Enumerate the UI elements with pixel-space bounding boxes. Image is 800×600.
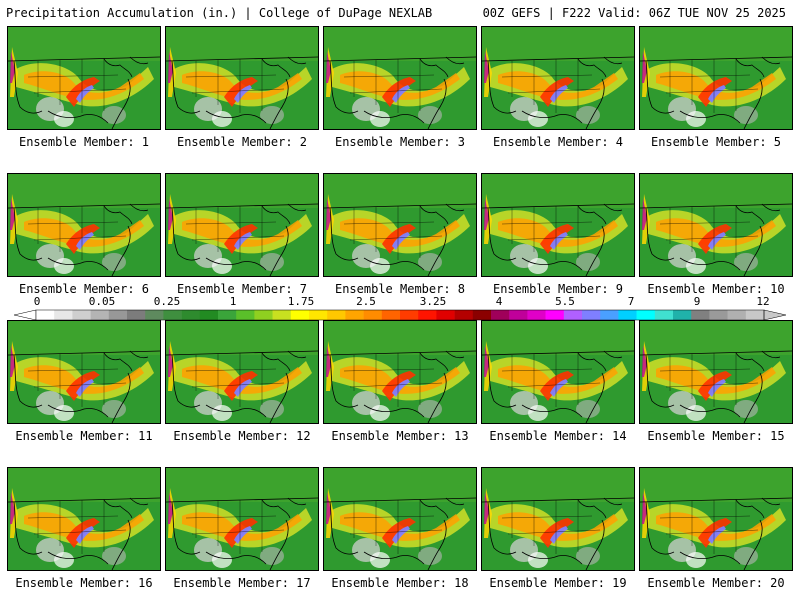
colorbar-swatch	[582, 310, 601, 320]
colorbar-swatch	[709, 310, 728, 320]
ensemble-member-label: Ensemble Member: 3	[334, 135, 466, 149]
ensemble-member-label: Ensemble Member: 13	[331, 429, 469, 443]
colorbar-tick-label: 0	[33, 295, 41, 308]
ensemble-member-map	[639, 320, 793, 424]
colorbar-swatch	[108, 310, 128, 320]
ensemble-member-label: Ensemble Member: 9	[492, 282, 624, 296]
ensemble-member-map	[323, 467, 477, 571]
ensemble-member-map	[165, 467, 319, 571]
colorbar-min-arrow	[14, 309, 37, 321]
ensemble-member-map	[481, 320, 635, 424]
ensemble-member-map	[165, 26, 319, 130]
colorbar-swatch	[691, 310, 710, 320]
ensemble-member-map	[165, 173, 319, 277]
colorbar-swatch	[90, 310, 110, 320]
ensemble-member-label: Ensemble Member: 2	[176, 135, 308, 149]
colorbar-tick-label: 0.25	[153, 295, 181, 308]
ensemble-member-label: Ensemble Member: 7	[176, 282, 308, 296]
colorbar-swatch	[509, 310, 528, 320]
map-title: Precipitation Accumulation (in.) | Colle…	[6, 6, 433, 20]
colorbar-tick-label: 3.25	[419, 295, 447, 308]
colorbar-swatch	[563, 310, 583, 320]
ensemble-member-map	[639, 467, 793, 571]
colorbar-tick-label: 1.75	[287, 295, 315, 308]
ensemble-member-label: Ensemble Member: 17	[173, 576, 311, 590]
colorbar-swatch	[309, 310, 328, 320]
colorbar-swatch	[218, 310, 237, 320]
ensemble-member-map	[481, 467, 635, 571]
ensemble-member-label: Ensemble Member: 14	[489, 429, 627, 443]
colorbar-swatch	[654, 310, 674, 320]
colorbar-swatch	[491, 310, 510, 320]
ensemble-member-label: Ensemble Member: 16	[15, 576, 153, 590]
colorbar-swatch	[381, 310, 401, 320]
colorbar-swatch	[236, 310, 255, 320]
colorbar-max-arrow	[763, 309, 786, 321]
ensemble-member-label: Ensemble Member: 15	[647, 429, 785, 443]
colorbar-swatch	[545, 310, 565, 320]
ensemble-member-label: Ensemble Member: 1	[18, 135, 150, 149]
colorbar-swatch	[254, 310, 273, 320]
colorbar-swatch	[727, 310, 747, 320]
precipitation-colorbar	[14, 309, 786, 321]
ensemble-member-label: Ensemble Member: 18	[331, 576, 469, 590]
colorbar-tick-label: 0.05	[88, 295, 116, 308]
colorbar-tick-label: 7	[627, 295, 635, 308]
colorbar-swatch	[436, 310, 455, 320]
ensemble-member-map	[639, 26, 793, 130]
model-run-info: 00Z GEFS | F222 Valid: 06Z TUE NOV 25 20…	[482, 6, 786, 20]
ensemble-member-map	[7, 320, 161, 424]
colorbar-swatch	[418, 310, 437, 320]
ensemble-member-map	[323, 320, 477, 424]
colorbar-swatch	[72, 310, 91, 320]
colorbar-swatch	[745, 310, 765, 320]
ensemble-member-label: Ensemble Member: 12	[173, 429, 311, 443]
colorbar-swatch	[163, 310, 182, 320]
ensemble-member-label: Ensemble Member: 6	[18, 282, 150, 296]
colorbar-swatch	[127, 310, 146, 320]
colorbar-swatch	[454, 310, 474, 320]
colorbar-swatch	[36, 310, 55, 320]
ensemble-member-map	[165, 320, 319, 424]
colorbar-swatch	[527, 310, 546, 320]
ensemble-member-map	[481, 26, 635, 130]
ensemble-member-map	[323, 173, 477, 277]
colorbar-swatch	[363, 310, 383, 320]
colorbar-tick-label: 9	[693, 295, 701, 308]
ensemble-member-map	[323, 26, 477, 130]
colorbar-swatch	[145, 310, 164, 320]
colorbar-swatch	[472, 310, 492, 320]
ensemble-member-label: Ensemble Member: 10	[647, 282, 785, 296]
colorbar-tick-label: 1	[229, 295, 237, 308]
ensemble-member-label: Ensemble Member: 20	[647, 576, 785, 590]
ensemble-member-map	[639, 173, 793, 277]
colorbar-tick-label: 2.5	[356, 295, 376, 308]
colorbar-swatch	[327, 310, 346, 320]
ensemble-member-map	[7, 467, 161, 571]
colorbar-swatch	[345, 310, 364, 320]
colorbar-labels: 0 0.05 0.25 1 1.75 2.5 3.25 4 5.5 7 9 12	[0, 296, 800, 309]
colorbar-swatch	[618, 310, 637, 320]
ensemble-member-label: Ensemble Member: 11	[15, 429, 153, 443]
ensemble-member-label: Ensemble Member: 8	[334, 282, 466, 296]
ensemble-member-map	[481, 173, 635, 277]
colorbar-tick-label: 4	[495, 295, 503, 308]
colorbar-swatch	[673, 310, 692, 320]
ensemble-member-map	[7, 26, 161, 130]
ensemble-member-label: Ensemble Member: 5	[650, 135, 782, 149]
colorbar-tick-label: 12	[756, 295, 770, 308]
ensemble-member-label: Ensemble Member: 19	[489, 576, 627, 590]
colorbar-frame	[35, 309, 765, 321]
colorbar-swatch	[54, 310, 73, 320]
ensemble-member-label: Ensemble Member: 4	[492, 135, 624, 149]
colorbar-swatch	[400, 310, 419, 320]
colorbar-tick-label: 5.5	[555, 295, 575, 308]
colorbar-swatch	[636, 310, 656, 320]
colorbar-swatch	[290, 310, 310, 320]
colorbar-swatch	[199, 310, 219, 320]
colorbar-swatch	[181, 310, 201, 320]
colorbar-swatch	[272, 310, 292, 320]
ensemble-member-map	[7, 173, 161, 277]
colorbar-swatch	[600, 310, 619, 320]
